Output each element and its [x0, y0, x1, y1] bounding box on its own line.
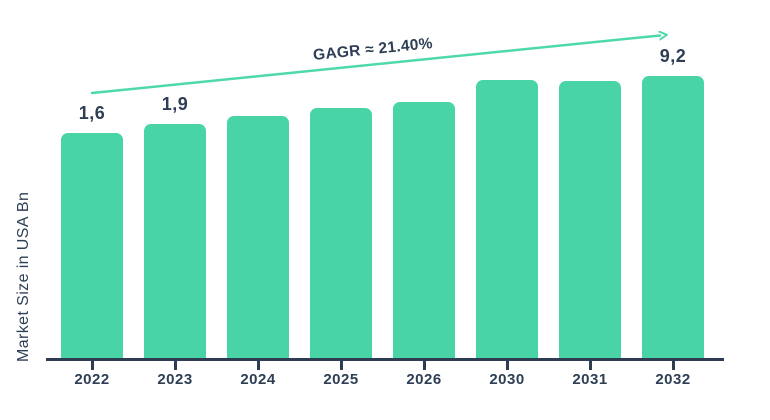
x-axis-tick-2022 [91, 358, 94, 370]
x-axis-label-2032: 2032 [655, 371, 691, 388]
bar-value-label-2032: 9,2 [659, 46, 687, 66]
x-axis-tick-2032 [672, 358, 675, 370]
bar-2025 [310, 108, 372, 359]
x-axis-tick-2026 [423, 358, 426, 370]
bar-2032 [642, 76, 704, 359]
bar-2022 [61, 133, 123, 359]
x-axis-tick-2023 [174, 358, 177, 370]
bar-value-label-2023: 1,9 [161, 94, 189, 114]
bar-2031 [559, 81, 621, 359]
bar-2026 [393, 102, 455, 359]
x-axis-label-2025: 2025 [323, 371, 359, 388]
bar-2024 [227, 116, 289, 359]
x-axis-tick-2031 [589, 358, 592, 370]
x-axis-tick-2024 [257, 358, 260, 370]
x-axis-line [46, 358, 724, 361]
x-axis-tick-2030 [506, 358, 509, 370]
x-axis-tick-2025 [340, 358, 343, 370]
x-axis-label-2022: 2022 [74, 371, 110, 388]
bar-2023 [144, 124, 206, 359]
x-axis-label-2031: 2031 [572, 371, 608, 388]
x-axis-label-2030: 2030 [489, 371, 525, 388]
bar-value-label-2022: 1,6 [78, 103, 106, 123]
x-axis-label-2023: 2023 [157, 371, 193, 388]
bar-2030 [476, 80, 538, 359]
x-axis-label-2024: 2024 [240, 371, 276, 388]
x-axis-label-2026: 2026 [406, 371, 442, 388]
